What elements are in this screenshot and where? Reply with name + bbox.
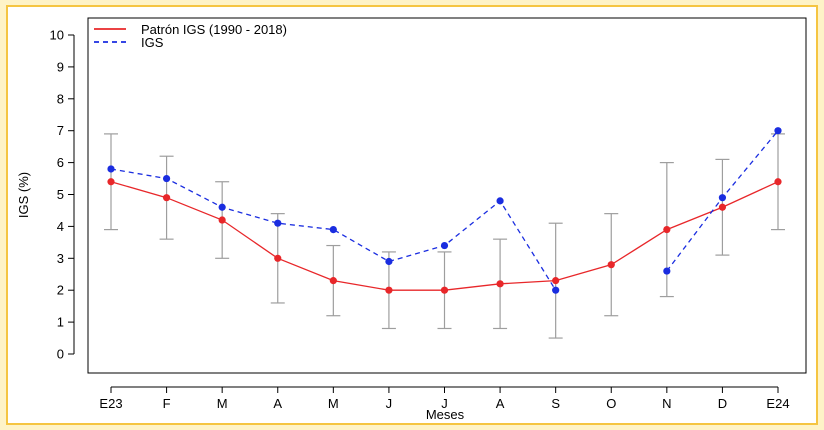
plot-box xyxy=(87,17,807,374)
y-tick-label: 10 xyxy=(50,28,64,43)
legend: Patrón IGS (1990 - 2018) IGS xyxy=(94,22,287,50)
y-tick-label: 4 xyxy=(57,219,64,234)
data-point-0 xyxy=(774,178,782,186)
data-point-0 xyxy=(440,286,449,294)
data-point-1 xyxy=(663,267,671,275)
data-point-1 xyxy=(440,241,449,250)
data-point-1 xyxy=(162,174,171,183)
x-axis: E23 F M A M J J A S O N D E24 xyxy=(99,386,790,411)
y-tick-label: 1 xyxy=(57,315,64,330)
x-tick-label: M xyxy=(328,396,339,411)
data-point-0 xyxy=(663,225,671,234)
y-tick-label: 7 xyxy=(57,123,64,138)
data-point-0 xyxy=(162,194,171,202)
y-tick-label: 6 xyxy=(57,155,64,170)
y-axis-title: IGS (%) xyxy=(16,172,31,218)
data-point-0 xyxy=(496,280,504,288)
x-tick-label: S xyxy=(551,396,560,411)
x-tick-label: A xyxy=(273,396,282,411)
x-tick-label: E23 xyxy=(99,396,122,411)
y-tick-label: 5 xyxy=(57,187,64,202)
data-point-1 xyxy=(329,225,337,234)
line-chart: 0 1 2 3 4 5 6 7 8 9 10 E23 F M A M J J A S O N D E24 IGS (%) M… xyxy=(16,17,807,422)
data-point-1 xyxy=(552,286,560,294)
x-tick-label: F xyxy=(163,396,171,411)
chart-frame: 0 1 2 3 4 5 6 7 8 9 10 E23 F M A M J J A S O N D E24 IGS (%) M… xyxy=(6,5,818,425)
x-tick-label: O xyxy=(606,396,616,411)
data-point-1 xyxy=(107,165,115,173)
data-point-0 xyxy=(274,254,282,262)
y-tick-label: 0 xyxy=(57,347,64,362)
data-point-1 xyxy=(274,219,282,227)
series-points xyxy=(107,127,782,294)
y-tick-label: 9 xyxy=(57,59,64,74)
x-tick-label: A xyxy=(496,396,505,411)
x-tick-label: J xyxy=(441,396,448,411)
data-point-1 xyxy=(774,127,782,135)
data-point-1 xyxy=(218,203,226,211)
y-axis: 0 1 2 3 4 5 6 7 8 9 10 xyxy=(50,28,75,362)
legend-label-igs: IGS xyxy=(141,35,164,50)
data-point-1 xyxy=(718,194,727,202)
y-tick-label: 2 xyxy=(57,283,64,298)
y-tick-label: 8 xyxy=(57,91,64,106)
x-tick-label: J xyxy=(386,396,393,411)
data-point-0 xyxy=(718,203,727,211)
data-point-0 xyxy=(218,216,226,224)
x-tick-label: N xyxy=(662,396,671,411)
y-tick-label: 3 xyxy=(57,251,64,266)
data-point-1 xyxy=(496,197,504,205)
error-bars xyxy=(104,133,785,339)
data-point-0 xyxy=(607,261,615,269)
data-point-0 xyxy=(107,178,115,186)
x-tick-label: M xyxy=(217,396,228,411)
legend-label-patron: Patrón IGS (1990 - 2018) xyxy=(141,22,287,37)
x-axis-title: Meses xyxy=(426,407,465,422)
x-tick-label: D xyxy=(718,396,727,411)
x-tick-label: E24 xyxy=(766,396,789,411)
data-point-0 xyxy=(329,277,337,285)
data-point-0 xyxy=(385,286,393,294)
data-point-0 xyxy=(552,277,560,285)
data-point-1 xyxy=(385,257,393,266)
